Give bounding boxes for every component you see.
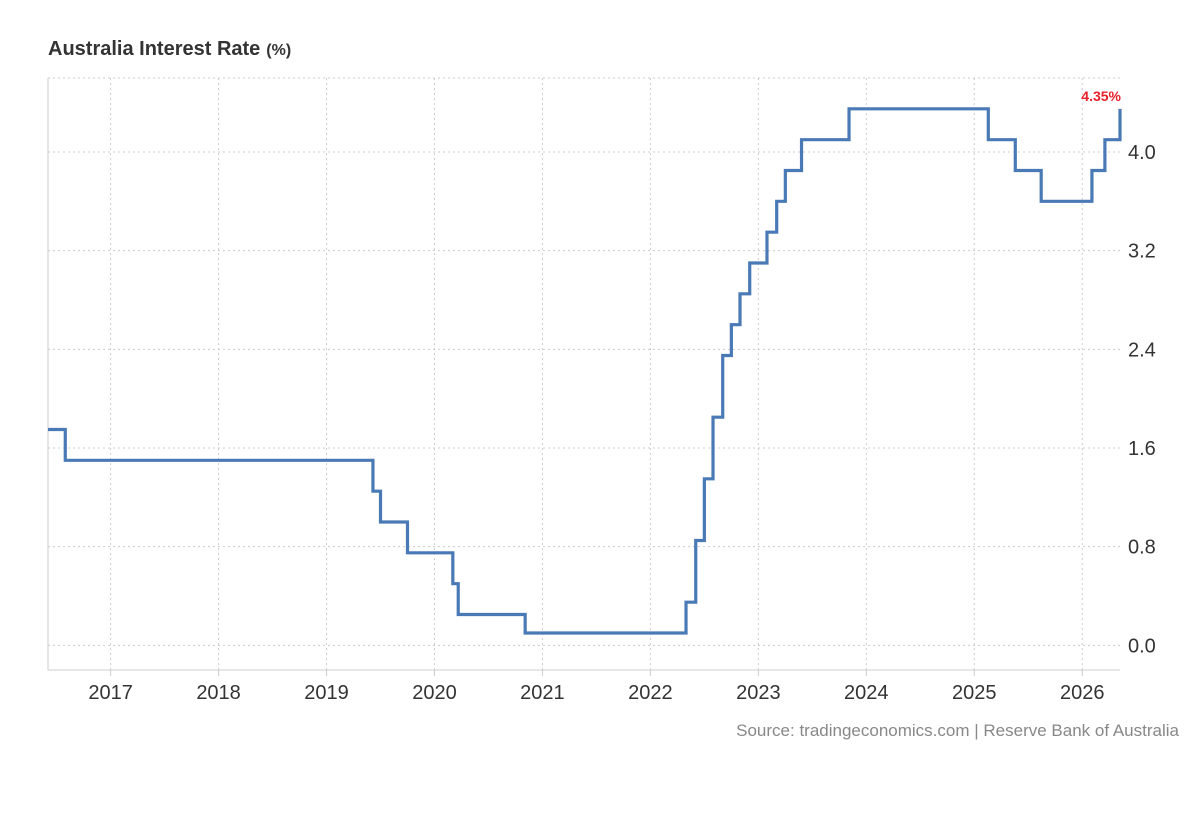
- x-tick-label: 2021: [520, 682, 565, 704]
- x-tick-label: 2023: [736, 682, 781, 704]
- x-tick-label: 2020: [412, 682, 457, 704]
- y-tick-label: 0.0: [1128, 635, 1156, 657]
- series-line: [48, 107, 1122, 635]
- x-tick-label: 2024: [844, 682, 889, 704]
- y-tick-label: 4.0: [1128, 142, 1156, 164]
- y-tick-label: 3.2: [1128, 241, 1156, 263]
- x-tick-label: 2025: [952, 682, 997, 704]
- tick-labels: 0.0 0.8 1.6 2.4 3.2 4.0 2017 2018 2019 2020 2021 20…: [88, 142, 1155, 704]
- latest-value-label: 4.35%: [1081, 88, 1121, 104]
- chart-title-unit: (%): [266, 42, 292, 59]
- y-tick-label: 0.8: [1128, 537, 1156, 559]
- x-tick-label: 2026: [1060, 682, 1105, 704]
- x-tick-label: 2018: [196, 682, 241, 704]
- chart-title-text: Australia Interest Rate: [48, 38, 261, 60]
- x-tick-label: 2017: [88, 682, 133, 704]
- series-layer: 4.35%: [48, 88, 1122, 635]
- y-tick-label: 1.6: [1128, 438, 1156, 460]
- chart-title: Australia Interest Rate (%): [48, 38, 291, 61]
- axes: [47, 78, 1120, 676]
- x-tick-label: 2019: [304, 682, 349, 704]
- x-tick-label: 2022: [628, 682, 673, 704]
- grid-lines: [48, 77, 1120, 670]
- source-note: Source: tradingeconomics.com | Reserve B…: [736, 721, 1179, 740]
- y-tick-label: 2.4: [1128, 339, 1156, 361]
